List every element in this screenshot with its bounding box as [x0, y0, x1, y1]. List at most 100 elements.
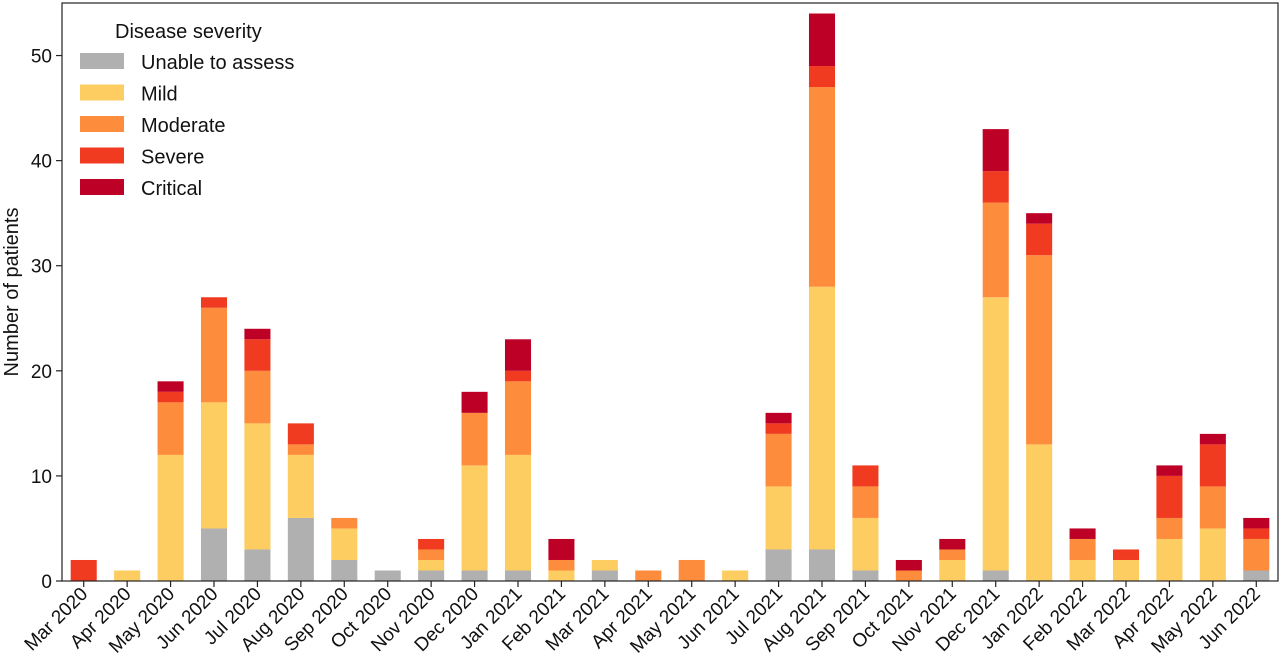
- bar-segment: [982, 171, 1009, 203]
- y-tick-label: 20: [31, 362, 52, 383]
- bar-segment: [461, 465, 488, 571]
- bar-segment: [287, 444, 314, 455]
- legend-label: Critical: [141, 178, 202, 200]
- bar-segment: [765, 423, 792, 434]
- bar-segment: [244, 339, 271, 371]
- legend-swatch: [80, 147, 124, 164]
- bar-segment: [1112, 559, 1140, 581]
- bar-segment: [548, 570, 575, 581]
- bar-segment: [157, 391, 184, 403]
- plot-frame: [61, 2, 1279, 582]
- bar-segment: [418, 549, 445, 560]
- legend-label: Mild: [141, 84, 178, 106]
- legend-label: Moderate: [141, 115, 226, 137]
- legend-swatch: [80, 53, 124, 69]
- bar-segment: [418, 538, 445, 550]
- bar-segment: [200, 297, 228, 308]
- bar-segment: [200, 402, 228, 529]
- y-tick-label: 40: [31, 152, 52, 173]
- bar-segment: [1156, 465, 1183, 476]
- bar-segment: [852, 570, 879, 581]
- bar-segment: [548, 538, 575, 560]
- bar-segment: [504, 339, 532, 371]
- legend-title: Disease severity: [115, 21, 262, 43]
- bar-segment: [808, 286, 836, 550]
- bar-segment: [1069, 538, 1096, 560]
- legend-label: Unable to assess: [141, 52, 294, 74]
- bar-segment: [852, 486, 879, 518]
- bar-segment: [982, 297, 1009, 571]
- bar-segment: [504, 370, 532, 382]
- bar-segment: [939, 549, 966, 560]
- bar-segment: [1156, 517, 1183, 539]
- bar-segment: [982, 129, 1009, 172]
- bar-segment: [504, 381, 532, 455]
- bar-segment: [895, 559, 922, 571]
- legend-swatch: [80, 179, 124, 195]
- bar-segment: [461, 391, 488, 413]
- bar-segment: [114, 570, 141, 581]
- bar-segment: [244, 370, 271, 424]
- bar-segment: [808, 87, 836, 287]
- bar-segment: [852, 517, 879, 571]
- bar-segment: [157, 454, 184, 581]
- bar-segment: [200, 307, 228, 403]
- bar-segment: [722, 570, 749, 581]
- bar-segment: [157, 381, 184, 392]
- y-axis: 0 10 20 30 40 50: [31, 47, 62, 593]
- bar-segment: [1026, 223, 1053, 256]
- bar-segment: [461, 412, 488, 466]
- bar-segment: [1156, 475, 1183, 518]
- legend-swatch: [80, 84, 124, 101]
- bar-segment: [765, 412, 792, 424]
- bar-segment: [939, 538, 966, 550]
- bar-segment: [331, 528, 358, 560]
- bar-segment: [678, 559, 705, 581]
- bar-segment: [1199, 528, 1226, 581]
- y-axis-label: Number of patients: [1, 208, 23, 377]
- bar-segment: [765, 433, 792, 487]
- bar-segment: [244, 549, 271, 581]
- bar-segment: [939, 559, 966, 581]
- bar-segment: [287, 517, 314, 581]
- bar-segment: [200, 528, 228, 581]
- y-tick-label: 10: [31, 467, 52, 488]
- bar-segment: [1199, 444, 1226, 487]
- bar-segment: [1026, 213, 1053, 224]
- bar-segment: [765, 549, 792, 581]
- bar-segment: [1026, 255, 1053, 445]
- y-tick-label: 50: [31, 47, 52, 68]
- bar-segment: [1156, 538, 1183, 581]
- bar-segment: [591, 559, 618, 571]
- legend: Disease severity Unable to assess Mild Mod…: [80, 21, 294, 200]
- bar-segment: [504, 454, 532, 571]
- bar-segment: [1243, 517, 1270, 529]
- legend-swatch: [80, 116, 124, 132]
- bar-segment: [244, 328, 271, 340]
- bar-segment: [70, 559, 97, 581]
- bar-segment: [852, 465, 879, 487]
- bar-segment: [331, 559, 358, 581]
- bar-segment: [287, 454, 314, 518]
- bar-segment: [418, 559, 445, 571]
- bar-segment: [635, 570, 662, 581]
- bar-segment: [591, 570, 618, 581]
- legend-label: Severe: [141, 147, 204, 169]
- bar-segment: [982, 570, 1009, 581]
- bar-segment: [331, 517, 358, 529]
- bar-segment: [244, 423, 271, 550]
- bar-segment: [1199, 433, 1226, 445]
- bar-segment: [895, 570, 922, 581]
- bar-segment: [1069, 559, 1096, 581]
- bar-segment: [1199, 486, 1226, 529]
- bar-segment: [374, 570, 401, 581]
- bar-segment: [808, 13, 836, 67]
- bar-segment: [418, 570, 445, 581]
- y-tick-label: 30: [31, 257, 52, 278]
- bar-segment: [1243, 528, 1270, 539]
- bar-segment: [157, 402, 184, 455]
- bar-segment: [808, 549, 836, 581]
- bar-segment: [548, 559, 575, 571]
- bar-segment: [1243, 538, 1270, 571]
